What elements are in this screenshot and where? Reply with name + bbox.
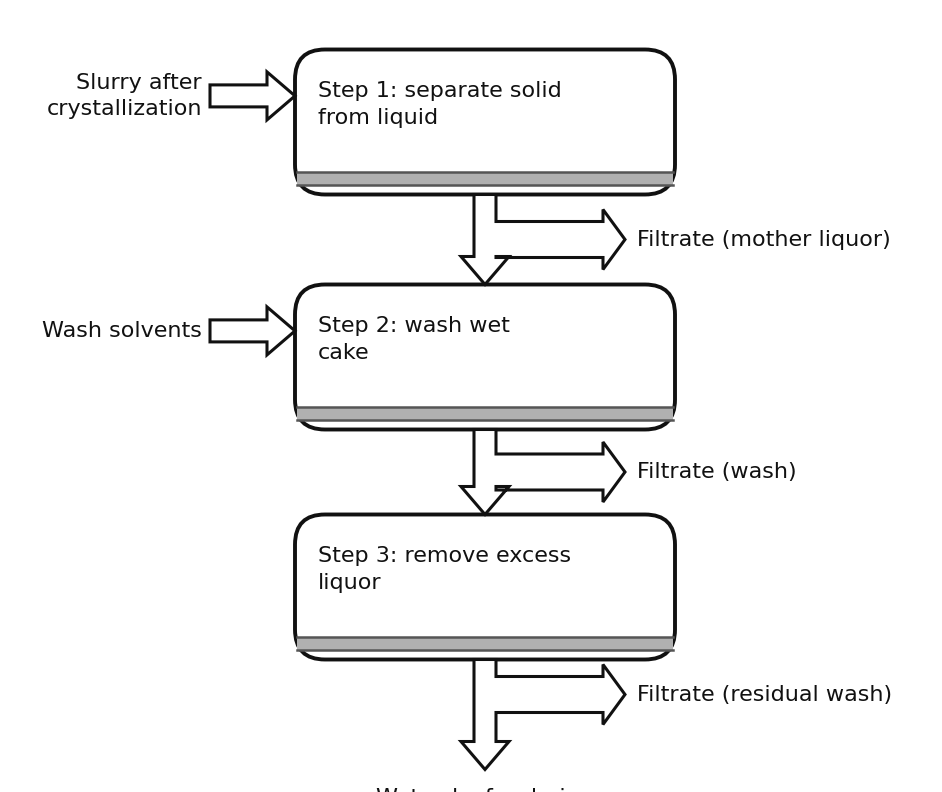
- FancyBboxPatch shape: [295, 284, 675, 429]
- Text: Slurry after
crystallization: Slurry after crystallization: [46, 73, 202, 119]
- Text: Wash solvents: Wash solvents: [42, 321, 202, 341]
- Polygon shape: [461, 660, 625, 770]
- Polygon shape: [210, 307, 295, 355]
- Polygon shape: [210, 72, 295, 120]
- Text: Step 2: wash wet
cake: Step 2: wash wet cake: [317, 316, 510, 363]
- Text: Step 3: remove excess
liquor: Step 3: remove excess liquor: [317, 546, 571, 592]
- FancyBboxPatch shape: [295, 515, 675, 660]
- Text: Step 1: separate solid
from liquid: Step 1: separate solid from liquid: [317, 82, 561, 128]
- Polygon shape: [461, 429, 625, 515]
- Bar: [297, 637, 673, 649]
- Text: Filtrate (residual wash): Filtrate (residual wash): [637, 684, 892, 705]
- Polygon shape: [461, 195, 625, 284]
- Bar: [297, 172, 673, 185]
- Text: Filtrate (mother liquor): Filtrate (mother liquor): [637, 230, 891, 249]
- Text: Wet cake for drying: Wet cake for drying: [376, 787, 594, 792]
- Bar: [297, 406, 673, 420]
- Text: Filtrate (wash): Filtrate (wash): [637, 462, 797, 482]
- FancyBboxPatch shape: [295, 49, 675, 195]
